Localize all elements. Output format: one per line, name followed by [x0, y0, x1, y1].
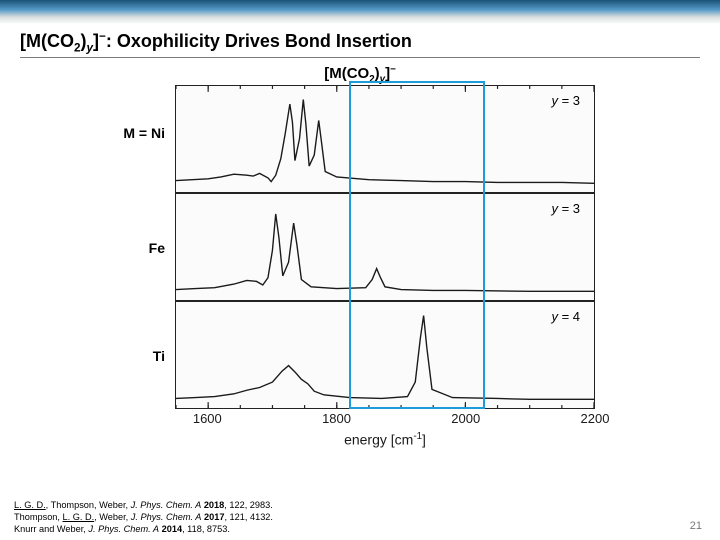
spectrum-ni [176, 86, 594, 192]
x-tick: 1800 [322, 411, 351, 426]
y-annot-ti: y = 4 [551, 309, 580, 324]
trace-ti [176, 316, 594, 400]
trace-fe [176, 214, 594, 291]
chart-header: [M(CO2)y]− [0, 64, 720, 85]
x-tick: 1600 [193, 411, 222, 426]
x-tick: 2200 [581, 411, 610, 426]
panel-ni: y = 3 [175, 85, 595, 193]
x-axis-label: energy [cm-1] [175, 431, 595, 448]
citations: L. G. D., Thompson, Weber, J. Phys. Chem… [14, 500, 273, 536]
title-block: [M(CO2)y]−: Oxophilicity Drives Bond Ins… [20, 30, 700, 58]
x-tick: 2000 [451, 411, 480, 426]
panel-label-fe: Fe [105, 240, 165, 256]
y-annot-fe: y = 3 [551, 201, 580, 216]
citation-line: Thompson, L. G. D., Weber, J. Phys. Chem… [14, 512, 273, 524]
slide-title: [M(CO2)y]−: Oxophilicity Drives Bond Ins… [20, 30, 700, 55]
spectrum-ti [176, 302, 594, 408]
panel-fe: y = 3 [175, 193, 595, 301]
panel-label-ni: M = Ni [105, 125, 165, 141]
panel-label-ti: Ti [105, 348, 165, 364]
panel-ti: y = 4 [175, 301, 595, 409]
title-rest: Oxophilicity Drives Bond Insertion [117, 31, 412, 51]
ticks-top [176, 86, 594, 92]
y-annot-ni: y = 3 [551, 93, 580, 108]
spectrum-fe [176, 194, 594, 300]
chart-frame: y = 3 y = 3 y = 4 M = Ni Fe Ti 160018002… [175, 85, 595, 450]
top-banner [0, 0, 720, 24]
trace-ni [176, 100, 594, 184]
ticks-bottom [176, 402, 594, 408]
citation-line: L. G. D., Thompson, Weber, J. Phys. Chem… [14, 500, 273, 512]
page-number: 21 [690, 520, 702, 532]
citation-line: Knurr and Weber, J. Phys. Chem. A 2014, … [14, 524, 273, 536]
